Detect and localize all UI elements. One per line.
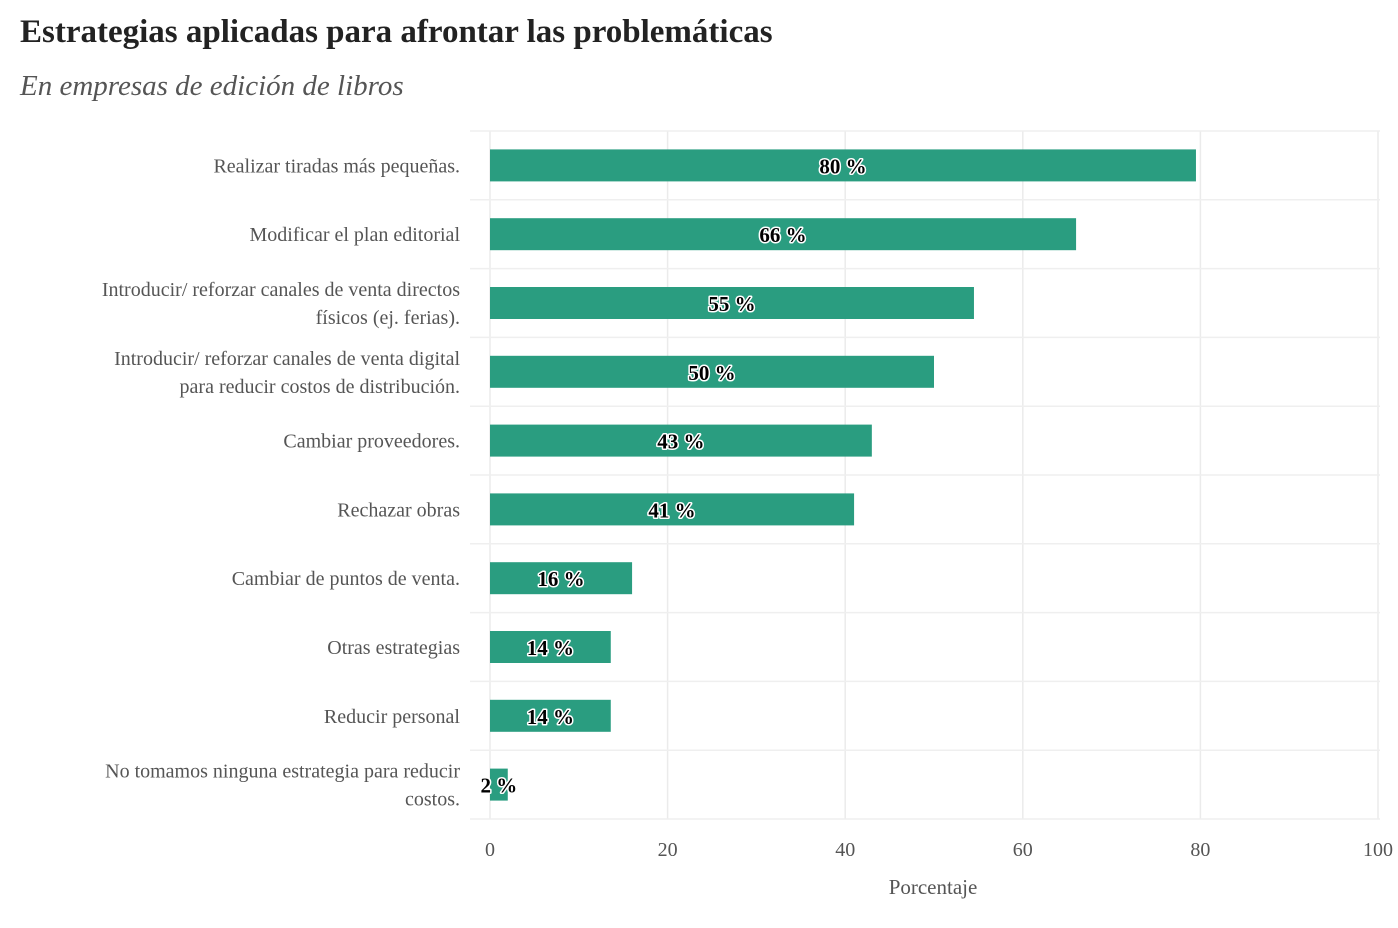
bar-data-label: 55 % bbox=[708, 292, 755, 316]
category-label: costos. bbox=[405, 789, 460, 811]
bar-data-label: 16 % bbox=[537, 567, 584, 591]
bar bbox=[490, 562, 633, 595]
category-label: Otras estrategias bbox=[327, 637, 460, 659]
grid-lines bbox=[470, 130, 1380, 820]
bar-data-label: 2 % bbox=[481, 774, 518, 798]
category-label: Cambiar de puntos de venta. bbox=[232, 568, 460, 590]
chart-title: Estrategias aplicadas para afrontar las … bbox=[20, 14, 773, 50]
bar-data-label: 41 % bbox=[648, 498, 695, 522]
bar bbox=[490, 631, 611, 663]
category-label: Introducir/ reforzar canales de venta di… bbox=[114, 348, 460, 370]
bar bbox=[490, 768, 508, 801]
x-tick-label: 20 bbox=[658, 839, 678, 861]
bar bbox=[490, 424, 872, 457]
category-label: Reducir personal bbox=[324, 706, 461, 728]
x-axis-title: Porcentaje bbox=[889, 875, 978, 899]
x-tick-label: 80 bbox=[1190, 839, 1210, 861]
category-label: Introducir/ reforzar canales de venta di… bbox=[102, 279, 460, 301]
category-label: No tomamos ninguna estrategia para reduc… bbox=[105, 761, 460, 783]
bar-data-label: 50 % bbox=[688, 361, 735, 385]
x-tick-label: 0 bbox=[485, 839, 495, 861]
bar-data-label: 43 % bbox=[657, 430, 704, 454]
x-tick-label: 100 bbox=[1363, 839, 1393, 861]
category-label: físicos (ej. ferias). bbox=[316, 307, 460, 329]
bar-data-label: 80 % bbox=[819, 154, 866, 178]
x-tick-label: 40 bbox=[835, 839, 855, 861]
category-label: Modificar el plan editorial bbox=[250, 224, 461, 246]
category-label: Cambiar proveedores. bbox=[283, 431, 460, 453]
category-labels: Realizar tiradas más pequeñas. Modificar … bbox=[102, 155, 461, 810]
bar bbox=[490, 218, 1077, 251]
x-tick-label: 60 bbox=[1013, 839, 1033, 861]
bar bbox=[490, 493, 855, 526]
bar-data-label: 14 % bbox=[527, 636, 574, 660]
category-label: Rechazar obras bbox=[337, 499, 460, 521]
bar-data-label: 66 % bbox=[759, 223, 806, 247]
category-label: para reducir costos de distribución. bbox=[180, 376, 460, 398]
bar-data-label: 14 % bbox=[527, 705, 574, 729]
bar bbox=[490, 287, 974, 319]
category-label: Realizar tiradas más pequeñas. bbox=[213, 155, 460, 177]
chart-subtitle: En empresas de edición de libros bbox=[20, 70, 404, 102]
x-tick-labels: 0 20 40 60 80 100 bbox=[485, 839, 1393, 861]
bars: 80 % 66 % 55 % 50 % 43 % 41 % 16 % 14 % 14 % 2 % bbox=[479, 149, 1196, 801]
bar bbox=[490, 149, 1196, 182]
bar bbox=[490, 355, 934, 388]
bar bbox=[490, 699, 611, 732]
